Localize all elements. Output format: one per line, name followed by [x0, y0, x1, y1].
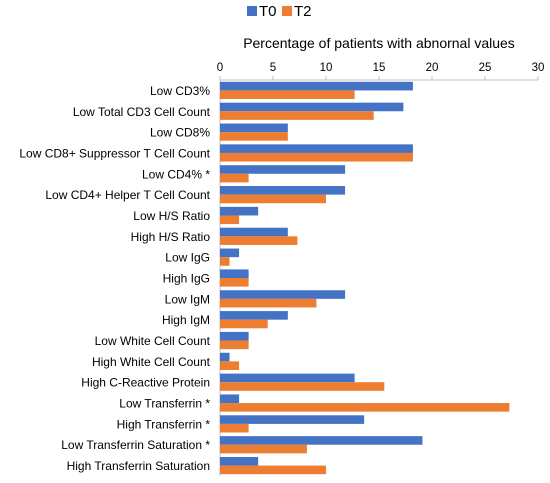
bar-t2	[220, 382, 385, 391]
category-label: High C-Reactive Protein	[81, 376, 210, 390]
bar-t0	[220, 352, 230, 362]
x-axis-title: Percentage of patients with abnornal val…	[243, 35, 515, 51]
bar-t0	[220, 436, 423, 445]
bar-t0	[220, 227, 288, 237]
x-axis-ticks: 0 5 10 15 20 25 30	[217, 62, 545, 80]
bar-t2	[220, 152, 413, 162]
bar-t2	[220, 132, 288, 141]
x-tick-label: 0	[217, 62, 223, 74]
bar-t0	[220, 331, 249, 341]
legend-item-t0: T0	[247, 3, 277, 20]
category-label: High Transferrin *	[117, 417, 211, 431]
category-label: High White Cell Count	[92, 355, 211, 369]
bar-t0	[220, 394, 240, 404]
category-label: Low IgG	[165, 251, 210, 265]
category-labels: Low CD3% Low Total CD3 Cell Count Low CD8%…	[19, 84, 210, 473]
category-label: Low Transferrin *	[119, 397, 210, 411]
bar-t2	[220, 111, 374, 120]
bar-t0	[220, 248, 240, 258]
legend-item-t2: T2	[282, 3, 312, 20]
bar-t2	[220, 90, 355, 100]
category-label: Low CD4% *	[142, 167, 210, 181]
bar-t0	[220, 311, 288, 320]
bar-t0	[220, 165, 346, 174]
bar-t2	[220, 236, 298, 245]
x-tick-label: 20	[426, 62, 439, 74]
bar-t0	[220, 415, 365, 424]
legend-swatch-t2	[282, 6, 292, 16]
category-label: Low White Cell Count	[95, 334, 211, 348]
category-label: High H/S Ratio	[131, 230, 211, 244]
bar-t2	[220, 173, 249, 183]
x-tick-label: 30	[532, 62, 545, 74]
category-label: Low Total CD3 Cell Count	[73, 105, 211, 119]
bar-t2	[220, 194, 326, 204]
bar-t0	[220, 81, 413, 91]
legend-label-t0: T0	[259, 3, 277, 20]
category-label: Low H/S Ratio	[133, 209, 210, 223]
bar-t2	[220, 361, 240, 370]
bar-t0	[220, 290, 346, 299]
bars	[220, 81, 510, 475]
x-tick-label: 10	[320, 62, 333, 74]
bar-t0	[220, 186, 346, 195]
bar-t2	[220, 257, 230, 266]
category-label: Low CD4+ Helper T Cell Count	[45, 188, 210, 202]
category-label: Low IgM	[165, 292, 210, 306]
category-label: Low CD8+ Suppressor T Cell Count	[19, 146, 210, 160]
category-label: Low Transferrin Saturation *	[61, 438, 210, 452]
x-tick-label: 15	[373, 62, 386, 74]
bar-t0	[220, 123, 288, 133]
bar-t0	[220, 456, 259, 466]
bar-t0	[220, 144, 413, 153]
bar-t2	[220, 444, 307, 454]
category-label: High IgM	[162, 313, 210, 327]
category-label: Low CD3%	[150, 84, 210, 98]
bar-t2	[220, 278, 249, 287]
bar-t0	[220, 102, 404, 112]
x-tick-label: 5	[270, 62, 276, 74]
category-label: High Transferrin Saturation	[67, 459, 210, 473]
legend-swatch-t0	[247, 6, 257, 16]
bar-t0	[220, 269, 249, 278]
category-label: High IgG	[163, 272, 210, 286]
bar-t0	[220, 206, 259, 216]
bar-t2	[220, 298, 317, 308]
bar-t2	[220, 319, 268, 329]
x-tick-label: 25	[479, 62, 492, 74]
bar-t0	[220, 373, 355, 383]
category-label: Low CD8%	[150, 126, 210, 140]
bar-t2	[220, 465, 326, 475]
bar-t2	[220, 340, 249, 350]
bar-t2	[220, 403, 510, 412]
legend-label-t2: T2	[294, 3, 312, 20]
bar-t2	[220, 215, 240, 225]
legend: T0 T2	[247, 3, 312, 20]
bar-t2	[220, 423, 249, 433]
